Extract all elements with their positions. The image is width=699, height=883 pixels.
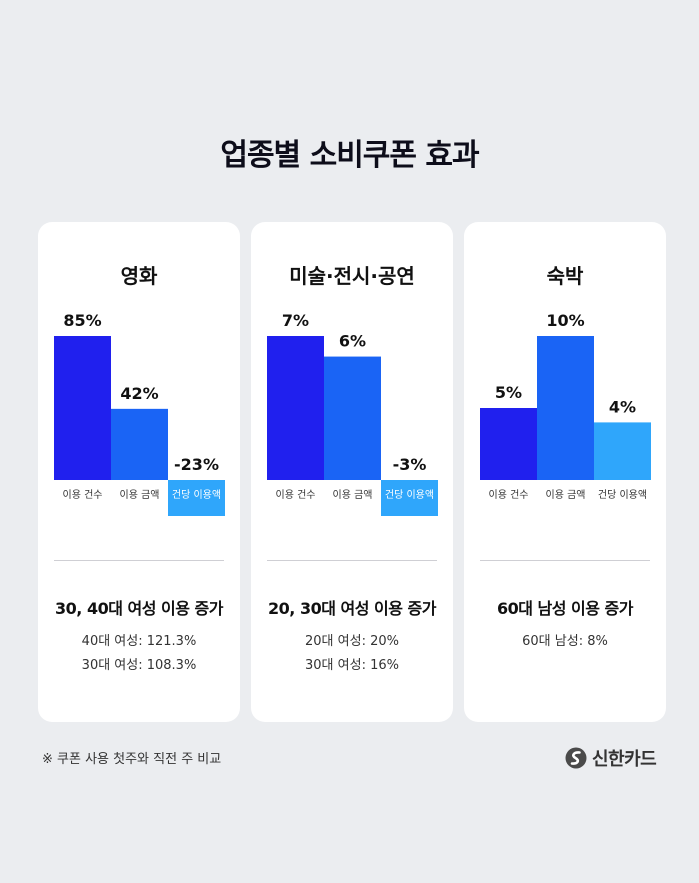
category-label: 이용 금액 <box>120 489 160 501</box>
bar-amount <box>537 336 594 480</box>
category-label: 건당 이용액 <box>598 489 647 501</box>
divider <box>267 560 437 561</box>
category-label: 이용 건수 <box>276 489 316 501</box>
bar-per-use-amount <box>168 480 225 516</box>
value-label: 7% <box>282 311 309 330</box>
bar-amount <box>324 356 381 480</box>
card-title: 미술·전시·공연 <box>289 264 415 288</box>
card-art-exhibition-performance: 미술·전시·공연 7% 이용 건수 6% 이용 금액 -3% 건당 이용액 20, 30대… <box>251 222 453 722</box>
bar-chart: 85% 이용 건수 42% 이용 금액 -23% 건당 이용액 <box>54 311 225 516</box>
card-headline: 30, 40대 여성 이용 증가 <box>55 599 223 618</box>
value-label: 42% <box>120 384 158 403</box>
value-label: 5% <box>495 383 522 402</box>
divider <box>480 560 650 561</box>
card-detail: 60대 남성: 8% <box>522 634 608 649</box>
value-label: 85% <box>63 311 101 330</box>
footnote: ※ 쿠폰 사용 첫주와 직전 주 비교 <box>42 752 222 767</box>
bar-count <box>54 336 111 480</box>
bar-chart: 5% 이용 건수 10% 이용 금액 4% 건당 이용액 <box>480 311 651 501</box>
card-detail: 40대 여성: 121.3% <box>81 634 197 649</box>
bar-amount <box>111 408 168 480</box>
category-label: 건당 이용액 <box>172 489 221 501</box>
category-label: 건당 이용액 <box>385 489 434 501</box>
bar-count <box>267 336 324 480</box>
card-lodging: 숙박 5% 이용 건수 10% 이용 금액 4% 건당 이용액 60대 남성 이용 증가 … <box>464 222 666 722</box>
brand-logo: 신한카드 <box>565 745 657 771</box>
value-label: -3% <box>393 455 427 474</box>
shinhan-logo-icon <box>565 747 587 769</box>
value-label: 4% <box>609 397 636 416</box>
category-label: 이용 금액 <box>546 489 586 501</box>
divider <box>54 560 224 561</box>
value-label: -23% <box>174 455 219 474</box>
card-detail: 30대 여성: 16% <box>305 658 399 673</box>
card-title: 영화 <box>120 264 158 288</box>
card-headline: 20, 30대 여성 이용 증가 <box>268 599 436 618</box>
value-label: 10% <box>546 311 584 330</box>
bar-per-use-amount <box>381 480 438 516</box>
bar-per-use-amount <box>594 422 651 480</box>
card-movie: 영화 85% 이용 건수 42% 이용 금액 -23% 건당 이용액 30, 40대 여성… <box>38 222 240 722</box>
category-label: 이용 금액 <box>333 489 373 501</box>
bar-chart: 7% 이용 건수 6% 이용 금액 -3% 건당 이용액 <box>267 311 438 516</box>
card-detail: 20대 여성: 20% <box>305 634 399 649</box>
brand-name: 신한카드 <box>592 749 657 770</box>
category-label: 이용 건수 <box>489 489 529 501</box>
card-detail: 30대 여성: 108.3% <box>81 658 197 673</box>
bar-count <box>480 408 537 480</box>
value-label: 6% <box>339 332 366 351</box>
page-title: 업종별 소비쿠폰 효과 <box>220 138 479 173</box>
card-title: 숙박 <box>546 264 584 288</box>
category-label: 이용 건수 <box>63 489 103 501</box>
card-headline: 60대 남성 이용 증가 <box>496 599 634 618</box>
